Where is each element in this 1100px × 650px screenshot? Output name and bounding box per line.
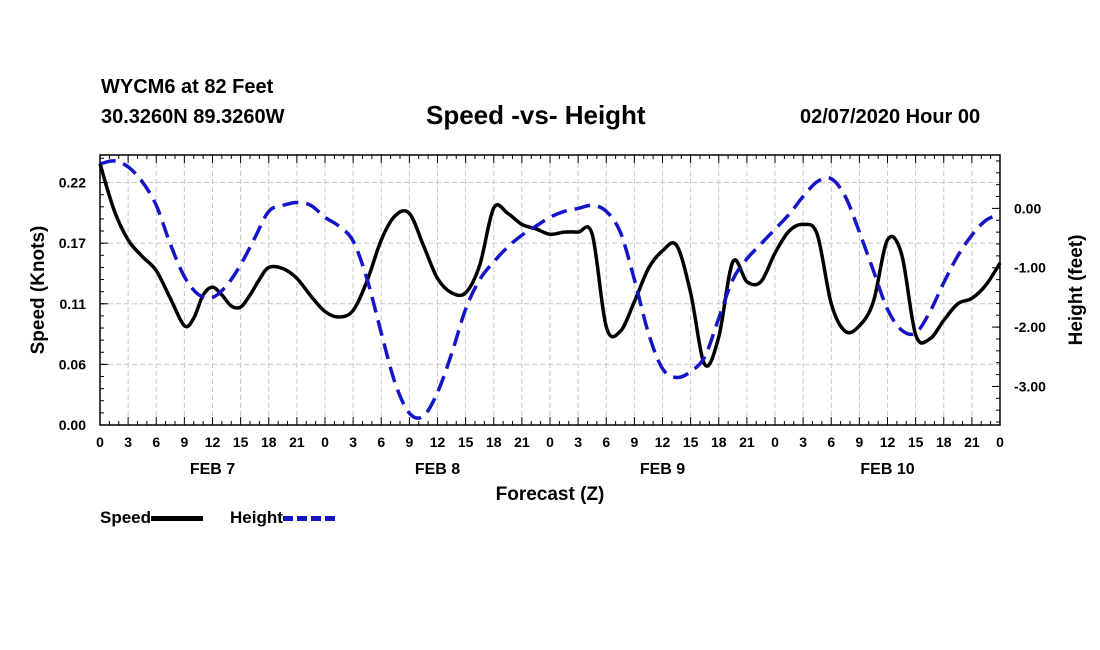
x-tick-label: 3 xyxy=(349,434,357,450)
y-left-tick-label: 0.11 xyxy=(60,296,87,312)
x-tick-label: 12 xyxy=(205,434,221,450)
y-right-tick-label: 0.00 xyxy=(1014,200,1041,216)
x-tick-label: 0 xyxy=(771,434,779,450)
x-tick-label: 15 xyxy=(908,434,924,450)
x-tick-label: 3 xyxy=(799,434,807,450)
day-label: FEB 8 xyxy=(415,461,460,478)
speed-series-line xyxy=(98,163,1002,368)
x-tick-label: 6 xyxy=(377,434,385,450)
x-tick-label: 6 xyxy=(152,434,160,450)
legend-height-label: Height xyxy=(230,508,283,527)
day-label: FEB 7 xyxy=(190,461,235,478)
axes: 0 3 6 9 12 15 18 21 0 3 6 9 12 15 18 21 0 3 6 9 12 15 18 21 0 3 6 9… xyxy=(59,155,1046,478)
x-tick-label: 0 xyxy=(546,434,554,450)
station-name: WYCM6 at 82 Feet xyxy=(101,76,274,98)
x-tick-label: 15 xyxy=(233,434,249,450)
legend-height: Height xyxy=(230,508,335,528)
series-layer xyxy=(98,159,1002,420)
y-left-tick-label: 0.00 xyxy=(59,417,86,433)
day-label: FEB 10 xyxy=(860,461,914,478)
x-tick-label: 9 xyxy=(855,434,863,450)
x-tick-label: 18 xyxy=(261,434,277,450)
y-right-tick-label: -2.00 xyxy=(1014,319,1046,335)
x-tick-label: 6 xyxy=(827,434,835,450)
x-tick-label: 18 xyxy=(936,434,952,450)
x-tick-label: 18 xyxy=(711,434,727,450)
x-tick-label: 12 xyxy=(880,434,896,450)
x-tick-label: 0 xyxy=(996,434,1004,450)
grid xyxy=(100,155,1000,425)
x-tick-label: 9 xyxy=(405,434,413,450)
x-tick-label: 21 xyxy=(514,434,530,450)
legend-height-swatch xyxy=(282,516,335,522)
x-tick-label: 18 xyxy=(486,434,502,450)
day-label: FEB 9 xyxy=(640,461,685,478)
x-tick-label: 21 xyxy=(964,434,980,450)
x-tick-label: 12 xyxy=(430,434,446,450)
x-tick-label: 9 xyxy=(180,434,188,450)
legend-speed: Speed xyxy=(100,508,204,528)
y-left-tick-label: 0.22 xyxy=(59,175,86,191)
x-tick-label: 0 xyxy=(96,434,104,450)
x-axis-label: Forecast (Z) xyxy=(496,484,605,505)
chart-title: Speed -vs- Height xyxy=(426,100,646,130)
station-coords: 30.3260N 89.3260W xyxy=(101,106,285,128)
x-tick-label: 15 xyxy=(458,434,474,450)
y-left-tick-label: 0.06 xyxy=(59,356,86,372)
x-tick-label: 21 xyxy=(739,434,755,450)
legend-speed-label: Speed xyxy=(100,508,152,527)
y-axis-label-left: Speed (Knots) xyxy=(28,226,49,355)
y-left-tick-label: 0.17 xyxy=(59,235,86,251)
x-tick-label: 15 xyxy=(683,434,699,450)
run-time: 02/07/2020 Hour 00 xyxy=(800,106,981,128)
x-tick-label: 6 xyxy=(602,434,610,450)
x-tick-label: 0 xyxy=(321,434,329,450)
legend-speed-swatch xyxy=(151,516,204,522)
x-tick-label: 21 xyxy=(289,434,305,450)
height-series-line xyxy=(99,159,1001,420)
y-axis-label-right: Height (feet) xyxy=(1066,235,1087,346)
y-right-tick-label: -3.00 xyxy=(1014,378,1046,394)
x-tick-label: 3 xyxy=(124,434,132,450)
x-tick-label: 9 xyxy=(630,434,638,450)
x-tick-label: 3 xyxy=(574,434,582,450)
x-tick-label: 12 xyxy=(655,434,671,450)
y-right-tick-label: -1.00 xyxy=(1014,260,1046,276)
